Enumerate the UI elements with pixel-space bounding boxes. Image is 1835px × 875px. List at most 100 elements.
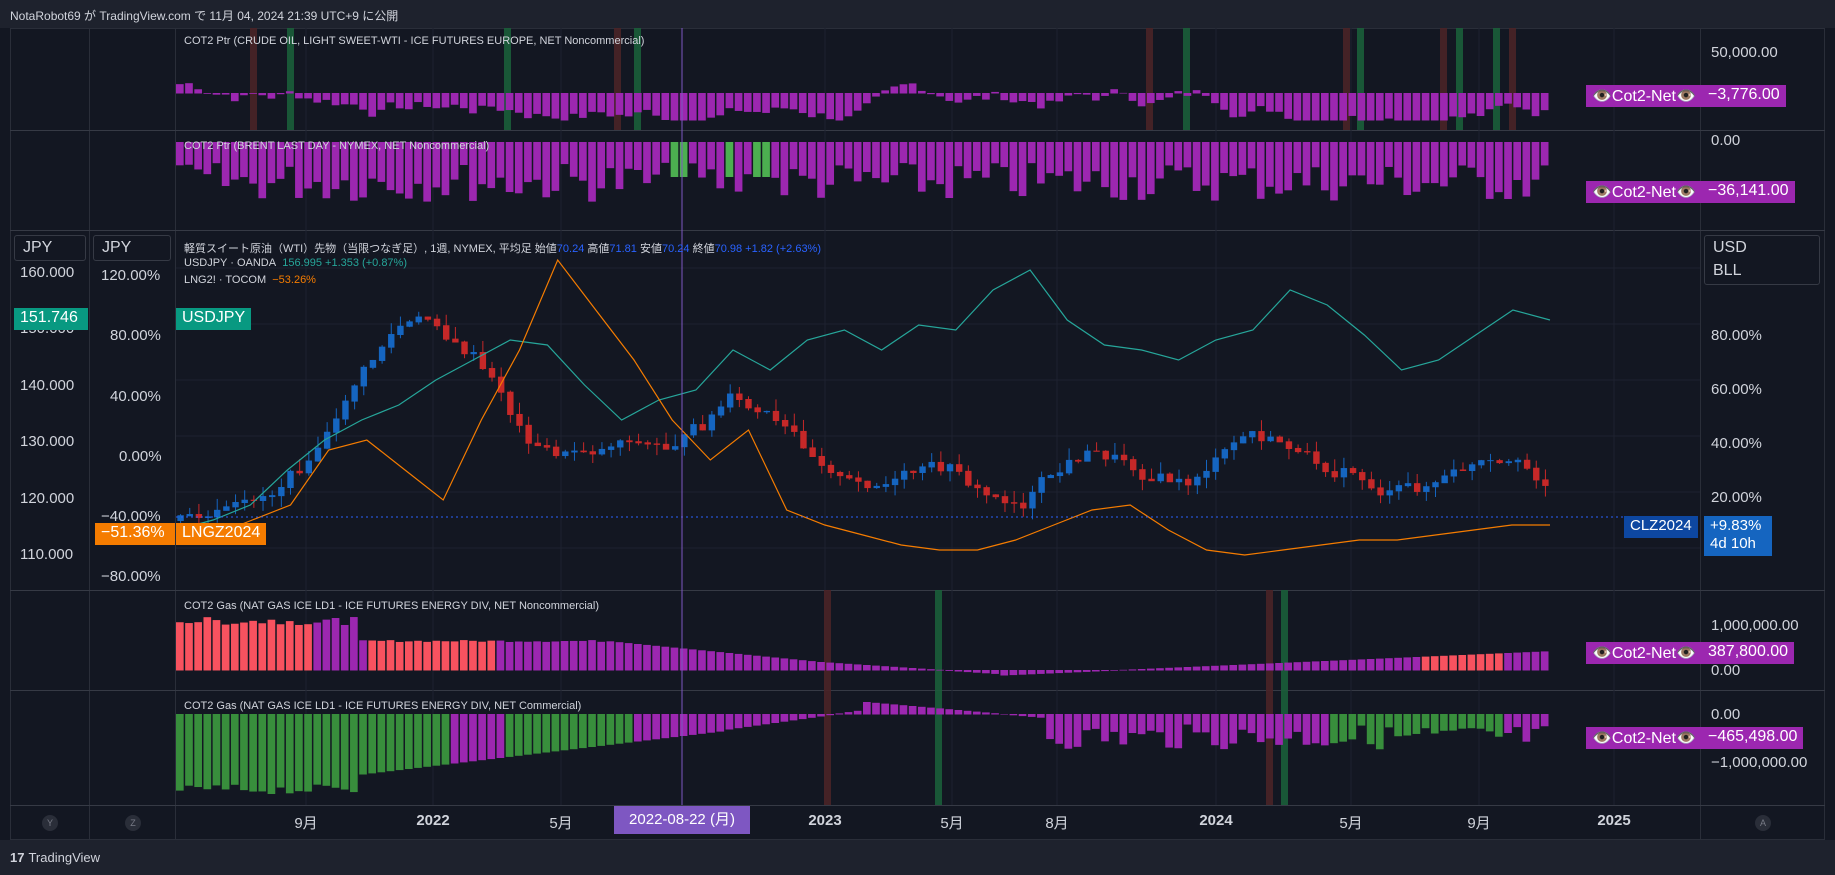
pane-separator-2[interactable] bbox=[10, 230, 1825, 231]
cot5-bar bbox=[267, 714, 276, 794]
cot5-bar bbox=[1101, 714, 1109, 742]
pane-separator-3[interactable] bbox=[10, 590, 1825, 591]
candle-body bbox=[873, 485, 880, 489]
cot4-bar bbox=[899, 667, 908, 671]
cot4-bar bbox=[826, 662, 835, 671]
cot1-bar bbox=[1146, 93, 1155, 104]
cot4-bar bbox=[725, 653, 734, 671]
highlight-band bbox=[1146, 28, 1153, 130]
candle-body bbox=[891, 478, 899, 486]
cot2-bar bbox=[1192, 142, 1201, 191]
cot2-bar bbox=[1156, 142, 1164, 179]
cot2-bar bbox=[963, 142, 972, 179]
left-pct-scale-unit[interactable]: JPY bbox=[93, 235, 171, 261]
highlight-band bbox=[1281, 590, 1288, 805]
cot4-bar bbox=[1238, 664, 1247, 671]
cot4-bar bbox=[1183, 667, 1192, 671]
cot1-bar bbox=[1064, 93, 1073, 96]
cot1-bar bbox=[1165, 93, 1173, 98]
cot5-bar bbox=[1449, 714, 1457, 731]
main-legend-line2[interactable]: USDJPY · OANDA 156.995 +1.353 (+0.87%) bbox=[184, 257, 407, 269]
candle-body bbox=[690, 424, 697, 436]
cot1-bar bbox=[734, 93, 743, 111]
top-bar bbox=[0, 0, 1835, 28]
auto-scale-button[interactable]: A bbox=[1755, 815, 1771, 831]
time-axis-separator bbox=[10, 805, 1825, 806]
cot5-bar bbox=[450, 714, 459, 764]
cot5-bar bbox=[1440, 714, 1448, 731]
cot2-bar bbox=[1119, 142, 1128, 200]
cot4-bar bbox=[1421, 656, 1430, 671]
cot2-bar bbox=[1531, 142, 1540, 180]
cot5-bar bbox=[1284, 714, 1293, 739]
cot2-bar bbox=[1504, 142, 1512, 199]
highlight-band bbox=[1266, 590, 1273, 805]
candle-body bbox=[1212, 457, 1219, 472]
candle-body bbox=[287, 470, 294, 489]
tradingview-logo[interactable]: 17 TradingView bbox=[10, 850, 100, 865]
cot2-bar bbox=[1394, 142, 1402, 178]
cot1-bar bbox=[1375, 93, 1384, 121]
cot2-bar bbox=[1293, 142, 1302, 174]
left-scale-unit[interactable]: JPY bbox=[14, 235, 86, 261]
candle-body bbox=[333, 418, 340, 433]
usdjpy-price-badge: 151.746 bbox=[14, 308, 88, 330]
cot4-bar bbox=[1101, 670, 1109, 672]
main-legend-line1[interactable]: 軽質スイート原油（WTI）先物（当限つなぎ足）, 1週, NYMEX, 平均足 … bbox=[184, 240, 821, 256]
cot1-bar bbox=[1009, 93, 1018, 103]
cot2-bar bbox=[707, 142, 715, 170]
cot5-bar bbox=[789, 714, 798, 721]
time-tick-aug23: 8月 bbox=[1045, 815, 1069, 832]
candle-body bbox=[1029, 491, 1036, 509]
cot5-bar bbox=[176, 714, 184, 791]
cot5-bar bbox=[359, 714, 367, 775]
pane-separator-4[interactable] bbox=[10, 690, 1825, 691]
time-tick-2025: 2025 bbox=[1597, 812, 1631, 829]
candle-body bbox=[1404, 483, 1412, 487]
cot4-bar bbox=[469, 640, 477, 671]
candle-body bbox=[323, 431, 331, 449]
cot5-bar bbox=[1485, 714, 1494, 732]
cot2-bar bbox=[1009, 142, 1018, 192]
cot2-bar bbox=[734, 142, 743, 192]
candle-body bbox=[589, 451, 596, 455]
cot5-bar bbox=[707, 714, 715, 733]
right-scale-separator bbox=[1700, 28, 1701, 840]
cot2-bar bbox=[1321, 142, 1329, 191]
cot2-bar bbox=[1495, 142, 1503, 193]
cot4-bar bbox=[1128, 669, 1137, 671]
candle-body bbox=[177, 515, 184, 521]
cot1-bar bbox=[350, 93, 358, 105]
y-scale-button[interactable]: Y bbox=[42, 815, 58, 831]
cot5-bar bbox=[514, 714, 523, 756]
cot2-bar bbox=[441, 142, 450, 196]
candle-body bbox=[928, 461, 935, 468]
z-scale-button[interactable]: Z bbox=[125, 815, 141, 831]
cot2-bar bbox=[295, 142, 303, 198]
cot4-bar bbox=[1440, 655, 1448, 671]
cot5-bar bbox=[1183, 714, 1192, 725]
cot4-bar bbox=[1165, 667, 1173, 671]
cot2-bar bbox=[176, 142, 184, 166]
candle-body bbox=[1148, 478, 1155, 482]
main-legend-line3[interactable]: LNG2! · TOCOM −53.26% bbox=[184, 274, 316, 286]
cot1-bar bbox=[505, 93, 514, 111]
candle-body bbox=[1386, 490, 1393, 496]
candle-body bbox=[1359, 472, 1366, 481]
cot4-bar bbox=[780, 658, 789, 671]
cot5-bar bbox=[1357, 714, 1366, 726]
cot2-bar bbox=[771, 142, 780, 178]
candle-body bbox=[378, 346, 386, 361]
candle-body bbox=[1230, 442, 1238, 451]
cot4-bar bbox=[340, 624, 349, 671]
right-scale-unit[interactable]: USD BLL bbox=[1704, 235, 1820, 285]
cot4-bar bbox=[753, 655, 761, 671]
cot2-bar bbox=[221, 142, 230, 187]
pane-separator-1[interactable] bbox=[10, 130, 1825, 131]
cot2-bar bbox=[1522, 142, 1531, 197]
cot4-bar bbox=[1495, 653, 1503, 671]
cot4-bar bbox=[1256, 663, 1265, 671]
cot2-bar bbox=[1201, 142, 1210, 186]
cot1-bar bbox=[1256, 93, 1265, 107]
